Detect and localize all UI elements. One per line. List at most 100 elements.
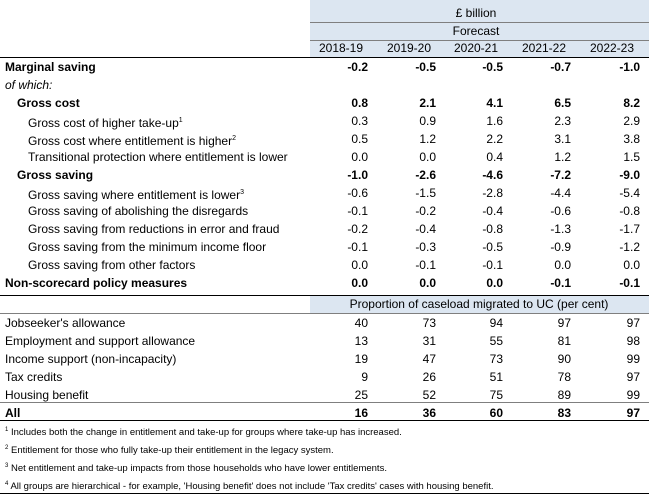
cell-value-text: 2.1 xyxy=(419,96,436,110)
cell-value-text: -7.2 xyxy=(550,168,571,182)
cell-value-text: 75 xyxy=(489,388,503,402)
cell-value: 36 xyxy=(423,406,436,420)
row-label-text: Gross saving where entitlement is lower xyxy=(28,188,241,202)
year-header: 2020-21 xyxy=(454,41,498,55)
cell-value-text: -0.6 xyxy=(550,204,571,218)
cell-value: -9.0 xyxy=(619,168,640,182)
row-label: Tax credits xyxy=(5,370,62,384)
cell-value-text: 25 xyxy=(354,388,368,402)
cell-value-text: -0.4 xyxy=(482,204,503,218)
cell-value: 60 xyxy=(490,406,503,420)
row-label-text: of which: xyxy=(5,78,53,92)
cell-value: -0.2 xyxy=(347,60,368,74)
rule xyxy=(0,57,649,58)
cell-value-text: 1.2 xyxy=(419,132,436,146)
year-header: 2018-19 xyxy=(319,41,363,55)
cell-value: 55 xyxy=(490,334,503,348)
cell-value: 13 xyxy=(355,334,368,348)
cell-value: 1.2 xyxy=(554,150,571,164)
section-title-text: Proportion of caseload migrated to UC (p… xyxy=(349,297,609,311)
cell-value: -0.7 xyxy=(550,60,571,74)
cell-value: 2.9 xyxy=(623,114,640,128)
row-label: Gross saving xyxy=(17,168,93,182)
cell-value-text: 1.6 xyxy=(486,114,503,128)
cell-value-text: 0.9 xyxy=(419,114,436,128)
cell-value: -0.2 xyxy=(415,204,436,218)
cell-value: -7.2 xyxy=(550,168,571,182)
rule xyxy=(0,402,649,403)
cell-value-text: 47 xyxy=(422,352,436,366)
row-label-text: Gross cost where entitlement is higher xyxy=(28,134,233,148)
cell-value-text: -0.7 xyxy=(550,60,571,74)
cell-value-text: -1.3 xyxy=(550,222,571,236)
year-header-text: 2021-22 xyxy=(521,41,567,55)
row-label-text: Gross saving xyxy=(17,168,94,182)
cell-value: 0.3 xyxy=(351,114,368,128)
rule xyxy=(0,313,649,314)
cell-value-text: -4.6 xyxy=(482,168,503,182)
row-label: of which: xyxy=(5,78,52,92)
cell-value-text: 0.5 xyxy=(351,132,368,146)
unit-label-text: £ billion xyxy=(455,6,497,20)
cell-value: 0.0 xyxy=(351,150,368,164)
cell-value-text: 6.5 xyxy=(554,96,571,110)
row-label-text: Employment and support allowance xyxy=(5,334,196,348)
cell-value: -0.8 xyxy=(482,222,503,236)
cell-value-text: 40 xyxy=(354,316,368,330)
cell-value-text: 52 xyxy=(422,388,436,402)
cell-value-text: 13 xyxy=(354,334,368,348)
cell-value: -0.3 xyxy=(415,240,436,254)
year-header-text: 2022-23 xyxy=(589,41,635,55)
forecast-label: Forecast xyxy=(453,24,500,38)
cell-value-text: 90 xyxy=(557,352,571,366)
cell-value: -1.5 xyxy=(415,186,436,200)
cell-value: -0.6 xyxy=(550,204,571,218)
cell-value-text: 0.0 xyxy=(419,150,436,164)
cell-value: 94 xyxy=(490,316,503,330)
header-shade xyxy=(310,0,649,57)
cell-value-text: 1.5 xyxy=(623,150,640,164)
cell-value-text: -0.1 xyxy=(415,258,436,272)
cell-value: 47 xyxy=(423,352,436,366)
cell-value: -0.1 xyxy=(347,204,368,218)
cell-value: -0.1 xyxy=(619,276,640,290)
cell-value-text: -0.2 xyxy=(347,60,368,74)
row-label-text: Gross saving from other factors xyxy=(28,258,196,272)
row-label-text: Gross saving from the minimum income flo… xyxy=(28,240,267,254)
cell-value: 97 xyxy=(627,370,640,384)
cell-value: -4.6 xyxy=(482,168,503,182)
rule xyxy=(310,40,649,41)
cell-value-text: 0.0 xyxy=(351,276,368,290)
row-label-text: Housing benefit xyxy=(5,388,89,402)
cell-value: -0.8 xyxy=(619,204,640,218)
cell-value: -2.6 xyxy=(415,168,436,182)
section-title: Proportion of caseload migrated to UC (p… xyxy=(350,297,609,311)
cell-value-text: -0.9 xyxy=(550,240,571,254)
footnote: 3 Net entitlement and take-up impacts fr… xyxy=(5,459,387,476)
row-label: Gross saving where entitlement is lower3 xyxy=(28,186,244,202)
row-label-text: Non-scorecard policy measures xyxy=(5,276,188,290)
cell-value: 4.1 xyxy=(486,96,503,110)
cell-value-text: 19 xyxy=(354,352,368,366)
cell-value: 26 xyxy=(423,370,436,384)
cell-value: -0.5 xyxy=(482,240,503,254)
cell-value-text: 26 xyxy=(422,370,436,384)
cell-value-text: 3.8 xyxy=(623,132,640,146)
cell-value-text: 55 xyxy=(489,334,503,348)
cell-value: 19 xyxy=(355,352,368,366)
cell-value: -0.4 xyxy=(482,204,503,218)
year-header: 2022-23 xyxy=(590,41,634,55)
cell-value: 51 xyxy=(490,370,503,384)
cell-value: 9 xyxy=(361,370,368,384)
cell-value-text: -9.0 xyxy=(619,168,640,182)
cell-value-text: 3.1 xyxy=(554,132,571,146)
cell-value: -0.4 xyxy=(415,222,436,236)
footnote-marker: 1 xyxy=(178,117,183,124)
cell-value-text: -0.5 xyxy=(482,60,503,74)
cell-value-text: -0.3 xyxy=(415,240,436,254)
cell-value: 0.4 xyxy=(486,150,503,164)
row-label-text: Gross cost of higher take-up xyxy=(28,116,179,130)
cell-value-text: 0.0 xyxy=(419,276,436,290)
cell-value: -0.6 xyxy=(347,186,368,200)
row-label: Gross saving from other factors xyxy=(28,258,195,272)
